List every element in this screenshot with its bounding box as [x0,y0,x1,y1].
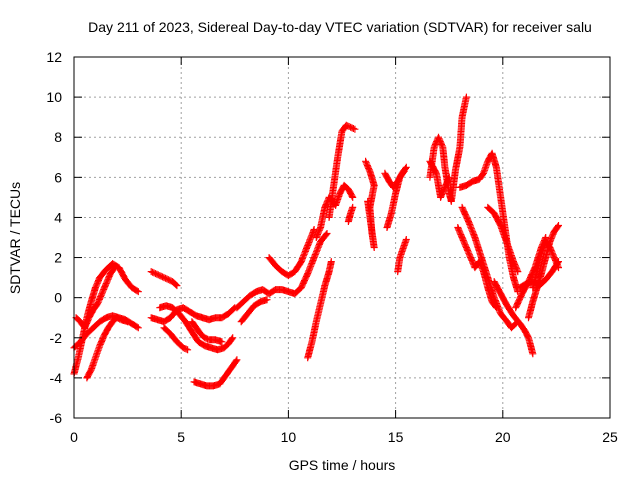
y-axis-label: SDTVAR / TECUs [7,182,23,294]
data-markers [383,167,408,231]
marks-layer [70,93,562,390]
data-markers [156,302,237,354]
series-arc-13 [265,226,318,280]
chart-title: Day 211 of 2023, Sidereal Day-to-day VTE… [88,19,592,35]
series-arc-18 [362,157,378,251]
y-tick-label: 10 [46,89,62,105]
series-arc-14 [304,258,335,362]
series-arc-3 [72,264,119,332]
series-arc-20 [383,167,408,231]
y-tick-label: 6 [54,169,62,185]
ticks-layer: 0 5 10 15 20 25 -6 -4 -2 0 2 4 6 8 10 12 [46,49,618,445]
x-axis-label: GPS time / hours [289,457,396,473]
data-markers [458,203,520,332]
data-markers [529,238,562,292]
series-arc-26 [458,203,520,332]
y-tick-label: 12 [46,49,62,65]
x-tick-label: 25 [602,429,618,445]
plot-frame [73,56,611,419]
series-arc-28 [490,278,537,358]
data-markers [190,356,241,390]
series-arc-17 [344,203,357,225]
data-markers [325,121,359,221]
y-tick-label: -6 [50,410,63,426]
y-tick-label: 4 [54,209,62,225]
series-arc-27 [484,203,522,276]
series-arc-10 [190,356,241,390]
data-markers [233,230,331,312]
series-arc-32 [529,238,562,292]
y-tick-label: 8 [54,129,62,145]
data-markers [484,203,522,276]
data-markers [147,268,181,290]
x-tick-label: 5 [177,429,185,445]
data-markers [72,264,119,332]
data-markers [265,226,318,280]
x-tick-label: 10 [281,429,297,445]
data-markers [304,258,335,362]
data-markers [83,314,132,382]
series-arc-23 [426,157,453,201]
data-markers [426,157,453,201]
y-tick-label: 2 [54,250,62,266]
y-tick-label: -4 [50,370,63,386]
grid-layer [74,57,610,418]
data-markers [188,318,226,346]
data-markers [426,93,470,205]
data-markers [344,203,357,225]
y-tick-label: 0 [54,290,62,306]
data-markers [237,296,271,326]
series-arc-4 [83,314,132,382]
data-markers [160,324,192,354]
y-tick-label: -2 [50,330,63,346]
x-tick-label: 15 [388,429,404,445]
data-markers [362,157,378,251]
series-arc-21 [394,236,410,276]
series-arc-22 [426,93,470,205]
series-arc-12 [237,296,271,326]
series-arc-9 [188,318,226,346]
series-arc-5 [147,268,181,290]
series-arc-7 [156,302,237,354]
series-arc-8 [160,324,192,354]
x-tick-label: 20 [495,429,511,445]
x-tick-label: 0 [70,429,78,445]
data-markers [394,236,410,276]
series-arc-11 [233,230,331,312]
series-arc-16 [325,121,359,221]
data-markers [490,278,537,358]
